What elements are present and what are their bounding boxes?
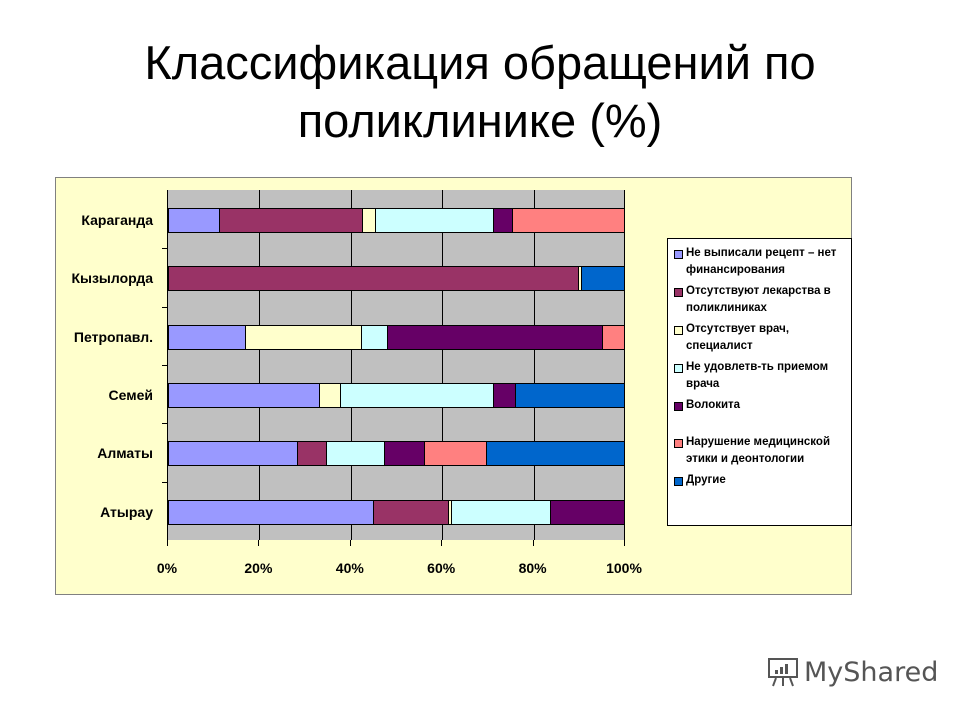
gridline [624, 190, 625, 540]
bar-segment [451, 499, 552, 525]
bar-segment [168, 441, 298, 467]
bar-segment [168, 324, 246, 350]
bar-segment [168, 383, 321, 408]
bar-segment [363, 208, 376, 233]
bar-0 [168, 208, 625, 233]
legend-item: Не выписали рецепт – нет финансирования [674, 245, 847, 279]
x-tick-label: 20% [244, 560, 273, 576]
legend-item: Другие [674, 472, 847, 489]
bar-segment [486, 441, 625, 467]
bar-segment [341, 383, 495, 408]
legend-swatch-icon [674, 402, 683, 411]
bar-segment [361, 324, 388, 350]
legend-label: Отсутствуют лекарства в поликлиниках [686, 285, 831, 314]
x-tick-label: 80% [518, 560, 547, 576]
bar-segment [168, 208, 221, 233]
legend-label: Не выписали рецепт – нет финансирования [686, 247, 837, 276]
category-tick [162, 365, 168, 366]
chart-area: Караганда Кызылорда Петропавл. Семей Алматы А… [55, 177, 852, 595]
x-tick-label: 0% [156, 560, 178, 576]
bar-segment [448, 499, 452, 525]
bar-4 [168, 441, 625, 467]
category-label: Атырау [100, 503, 153, 520]
watermark: MyShared [766, 656, 938, 688]
bar-segment [424, 441, 487, 467]
bar-1 [168, 266, 625, 292]
legend-swatch-icon [674, 250, 683, 259]
legend-label: Нарушение медицинской этики и деонтологи… [686, 436, 831, 465]
category-tick [162, 481, 168, 483]
category-label: Алматы [97, 445, 153, 462]
bar-segment [551, 499, 625, 525]
bar-3 [168, 383, 625, 408]
bar-5 [168, 499, 625, 525]
bar-segment [512, 208, 625, 233]
legend-label: Волокита [686, 399, 741, 411]
x-tick [167, 540, 168, 546]
bar-segment [168, 499, 374, 525]
bar-segment [579, 266, 583, 292]
category-label: Кызылорда [71, 270, 153, 287]
gridline [442, 190, 444, 540]
bar-segment [375, 208, 494, 233]
bar-2 [168, 324, 625, 350]
legend-item: Не удовлетв-ть приемом врача [674, 359, 847, 393]
legend-swatch-icon [674, 477, 683, 486]
bar-segment [220, 208, 364, 233]
bar-segment [387, 324, 603, 350]
bar-segment [245, 324, 362, 350]
plot-area [162, 190, 625, 540]
x-tick [258, 540, 260, 546]
bar-segment [493, 208, 513, 233]
legend-label: Отсутствует врач, специалист [686, 323, 790, 352]
bar-segment [297, 441, 327, 467]
bar-segment [582, 266, 625, 292]
legend-swatch-icon [674, 326, 683, 335]
bar-segment [168, 266, 580, 292]
watermark-text: MyShared [804, 656, 939, 688]
legend-swatch-icon [674, 288, 683, 297]
legend-label: Не удовлетв-ть приемом врача [686, 361, 829, 390]
category-tick [162, 423, 168, 425]
category-label: Петропавл. [73, 328, 153, 345]
legend: Не выписали рецепт – нет финансирования О… [667, 238, 852, 526]
gridline [350, 190, 352, 540]
title-line-1: Классификация обращений по [144, 36, 816, 89]
category-tick [162, 306, 168, 308]
legend-item: Отсутствуют лекарства в поликлиниках [674, 283, 847, 317]
legend-item: Нарушение медицинской этики и деонтологи… [674, 434, 847, 468]
x-tick-label: 100% [606, 560, 642, 576]
gridline [533, 190, 535, 540]
category-label: Караганда [81, 212, 153, 228]
x-tick [532, 540, 534, 546]
bar-segment [494, 383, 517, 408]
presentation-board-icon [768, 658, 798, 687]
category-tick [162, 248, 168, 250]
legend-swatch-icon [674, 364, 683, 373]
x-tick [349, 540, 351, 546]
x-tick-label: 40% [335, 560, 364, 576]
title-line-2: поликлинике (%) [297, 94, 663, 147]
legend-item: Отсутствует врач, специалист [674, 321, 847, 355]
legend-item: Волокита [674, 397, 847, 414]
legend-swatch-icon [674, 439, 683, 448]
bar-segment [373, 499, 449, 525]
bar-segment [602, 324, 625, 350]
bar-segment [320, 383, 342, 408]
gridline [259, 190, 261, 540]
x-tick-label: 60% [427, 560, 456, 576]
x-tick [441, 540, 443, 546]
slide-title: Классификация обращений по поликлинике (… [0, 34, 960, 150]
bar-segment [326, 441, 385, 467]
bar-segment [516, 383, 625, 408]
bar-segment [384, 441, 425, 467]
legend-label: Другие [686, 474, 726, 486]
category-label: Семей [108, 387, 153, 403]
x-tick [624, 540, 625, 546]
